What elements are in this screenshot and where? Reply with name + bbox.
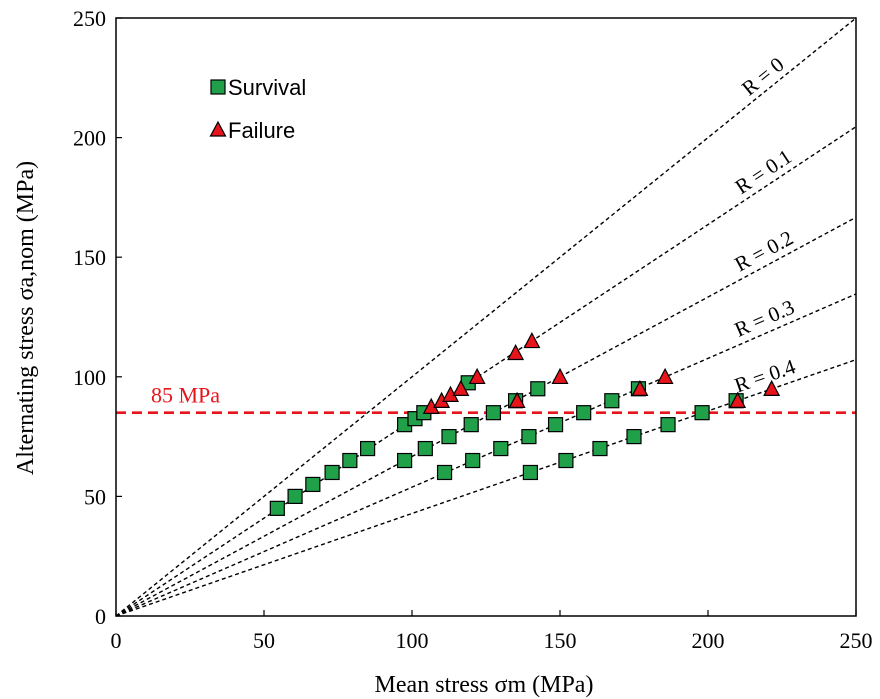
legend-survival-marker	[210, 79, 226, 95]
y-tick-label: 250	[73, 6, 106, 31]
ratio-line-label: R = 0.2	[731, 226, 798, 277]
x-tick-label: 100	[396, 628, 429, 653]
survival-point	[305, 476, 321, 493]
survival-point	[626, 429, 642, 445]
ratio-line-label: R = 0.3	[731, 295, 798, 342]
y-axis-title: Alternating stress σa,nom (MPa)	[13, 161, 39, 475]
failure-point	[763, 379, 781, 397]
x-tick-label: 50	[253, 628, 275, 653]
y-tick-label: 0	[95, 604, 106, 629]
survival-point	[485, 405, 501, 421]
failure-point	[507, 343, 525, 361]
y-tick-label: 150	[73, 245, 106, 270]
legend-failure-label: Failure	[228, 118, 295, 143]
x-tick-label: 0	[111, 628, 122, 653]
reference-line-label: 85 MPa	[151, 383, 220, 408]
ratio-line	[115, 293, 857, 617]
ratio-line	[115, 17, 857, 617]
legend-failure-marker	[209, 120, 227, 137]
survival-point	[604, 393, 620, 409]
x-axis-title: Mean stress σm (MPa)	[375, 672, 594, 698]
plot-frame	[115, 17, 857, 617]
legend-survival-label: Survival	[228, 75, 306, 100]
survival-point	[463, 417, 479, 433]
survival-point	[360, 440, 376, 457]
survival-point	[660, 417, 676, 433]
ratio-line-label: R = 0.1	[731, 144, 796, 199]
ratio-line-label: R = 0	[737, 52, 789, 100]
survival-point	[576, 405, 592, 421]
failure-point	[656, 367, 674, 385]
failure-point	[551, 367, 569, 385]
survival-point	[417, 440, 433, 457]
failure-point	[729, 391, 747, 408]
survival-point	[530, 381, 546, 397]
axes: 0 50 100 150 200 250 0 50 100 150 200 250	[73, 6, 873, 653]
y-tick-label: 50	[84, 484, 106, 509]
survival-point	[287, 488, 303, 504]
survival-point	[522, 464, 539, 481]
survival-point	[694, 405, 710, 421]
survival-point	[493, 440, 509, 457]
x-tick-label: 250	[840, 628, 873, 653]
survival-point	[441, 429, 457, 445]
survival-point	[558, 452, 574, 469]
survival-point	[342, 452, 358, 469]
y-tick-label: 200	[73, 126, 106, 151]
failure-point	[508, 391, 526, 408]
y-tick-label: 100	[73, 365, 106, 390]
ratio-line	[115, 359, 857, 617]
failure-point	[452, 379, 470, 397]
failure-point	[631, 379, 649, 397]
ratio-lines: R = 0R = 0.1R = 0.2R = 0.3R = 0.4	[115, 17, 857, 617]
survival-point	[324, 464, 340, 481]
x-tick-label: 200	[692, 628, 725, 653]
data-points	[269, 331, 781, 516]
survival-point	[592, 440, 608, 457]
legend: Survival Failure	[209, 75, 306, 143]
failure-point	[523, 331, 541, 349]
survival-point	[269, 500, 285, 516]
survival-point	[547, 417, 564, 433]
survival-point	[397, 452, 413, 469]
ratio-line	[115, 126, 857, 617]
survival-point	[521, 429, 537, 445]
survival-point	[436, 464, 453, 481]
survival-point	[465, 452, 481, 469]
x-tick-label: 150	[544, 628, 577, 653]
failure-point	[468, 367, 486, 385]
